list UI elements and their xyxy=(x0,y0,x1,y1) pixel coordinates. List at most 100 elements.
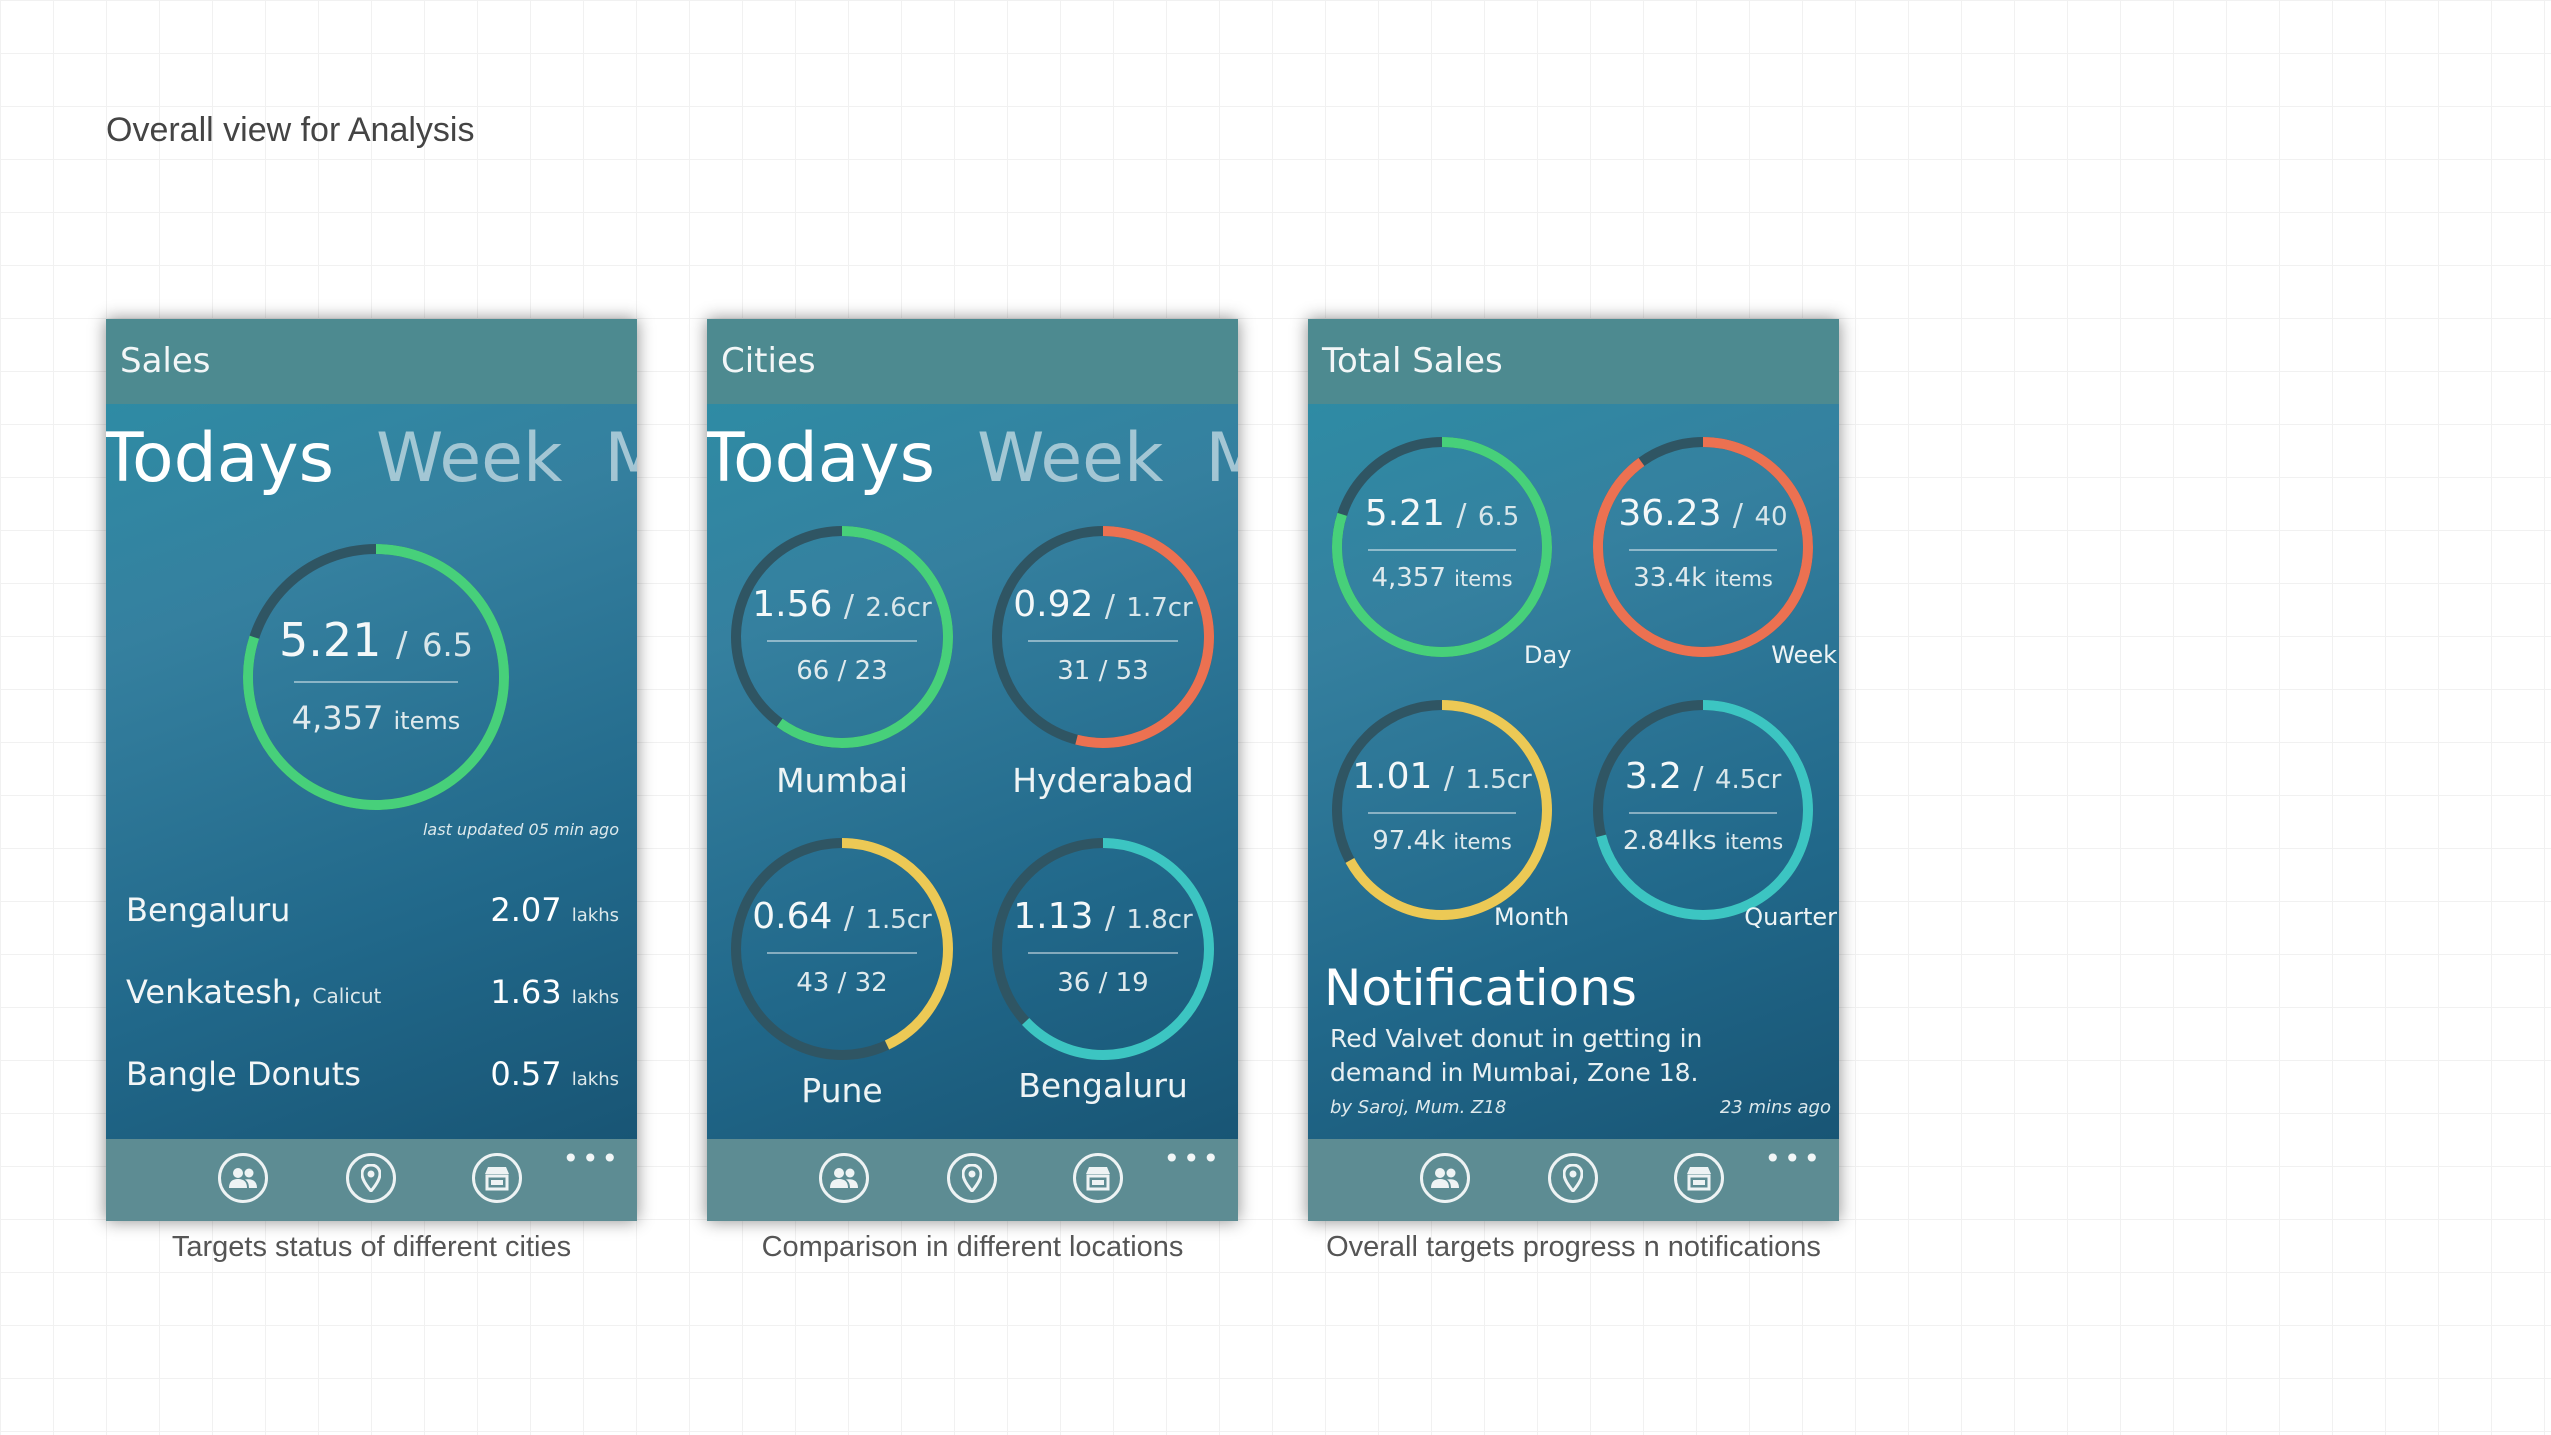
ring-counts: 31 / 53 xyxy=(1057,656,1149,686)
people-icon[interactable] xyxy=(218,1153,268,1203)
store-icon[interactable] xyxy=(472,1153,522,1203)
cities-screen: Cities Todays Week Mo 1.56 / 2.6cr 66 / 23… xyxy=(707,319,1238,1221)
ring-target: 2.6cr xyxy=(865,593,932,623)
ring-chart xyxy=(992,526,1214,748)
ring-value: 5.21 xyxy=(1364,493,1445,534)
screen-title: Sales xyxy=(120,341,211,381)
ring-sep: / xyxy=(1443,761,1454,796)
item-unit: lakhs xyxy=(571,1069,619,1090)
people-icon[interactable] xyxy=(819,1153,869,1203)
ring-value: 1.01 xyxy=(1352,756,1433,797)
ring-progress xyxy=(1593,437,1813,657)
people-icon[interactable] xyxy=(1420,1153,1470,1203)
ring-items-row: 4,357 items xyxy=(238,699,514,737)
store-icon[interactable] xyxy=(1073,1153,1123,1203)
pivot-tabs: Todays Week Mo xyxy=(106,419,637,498)
ring-target: 1.8cr xyxy=(1126,905,1193,935)
ring-chart xyxy=(1332,437,1552,657)
ring-target: 4.5cr xyxy=(1714,765,1782,795)
ring-chart xyxy=(731,526,953,748)
tab-week[interactable]: Week xyxy=(376,419,563,498)
ring-progress xyxy=(731,526,953,748)
ring-divider xyxy=(767,952,917,954)
period-label: Quarter xyxy=(1744,903,1837,931)
ring-value: 5.21 xyxy=(278,613,382,667)
caption-cities: Comparison in different locations xyxy=(761,1231,1184,1263)
more-icon[interactable]: ••• xyxy=(1764,1142,1823,1175)
ring-progress xyxy=(1593,700,1813,920)
period-label: Week xyxy=(1771,641,1837,669)
ring-target: 1.5cr xyxy=(1465,765,1532,795)
sales-screen: Sales Todays Week Mo 5.21 / 6.5 4,357 item… xyxy=(106,319,637,1221)
ring-progress xyxy=(992,526,1214,748)
last-updated: last updated 05 min ago xyxy=(422,820,619,839)
store-icon[interactable] xyxy=(1674,1153,1724,1203)
mumbai-ring[interactable]: 1.56 / 2.6cr 66 / 23 xyxy=(727,522,957,752)
bengaluru-ring[interactable]: 1.13 / 1.8cr 36 / 19 xyxy=(988,834,1218,1064)
notification-message[interactable]: Red Valvet donut in getting in demand in… xyxy=(1330,1024,1703,1087)
period-label: Day xyxy=(1524,641,1572,669)
ring-divider xyxy=(767,640,917,642)
ring-value: 1.56 xyxy=(752,584,833,625)
location-pin-icon[interactable] xyxy=(1548,1153,1598,1203)
ring-items: 2.84lks xyxy=(1622,826,1717,856)
ring-counts: 66 / 23 xyxy=(796,656,888,686)
ring-items-unit: items xyxy=(1454,567,1513,591)
app-bar: ••• xyxy=(1308,1139,1839,1221)
pune-ring[interactable]: 0.64 / 1.5cr 43 / 32 xyxy=(727,834,957,1064)
ring-items-unit: items xyxy=(1724,830,1784,854)
item-name: Bengaluru xyxy=(126,891,291,929)
ring-value: 1.13 xyxy=(1013,896,1094,937)
ring-target: 1.5cr xyxy=(865,905,932,935)
ring-chart xyxy=(1332,700,1552,920)
list-item[interactable]: Venkatesh, Calicut 1.63 lakhs xyxy=(126,973,619,1023)
month-ring[interactable]: 1.01 / 1.5cr 97.4k items xyxy=(1328,696,1556,924)
ring-counts: 43 / 32 xyxy=(796,968,888,998)
ring-divider xyxy=(1028,640,1178,642)
ring-chart xyxy=(1593,700,1813,920)
period-label: Month xyxy=(1494,903,1570,931)
ring-sep: / xyxy=(396,625,408,665)
week-ring[interactable]: 36.23 / 40 33.4k items xyxy=(1589,433,1817,661)
item-name: Bangle Donuts xyxy=(126,1055,361,1093)
location-pin-icon[interactable] xyxy=(947,1153,997,1203)
location-pin-icon[interactable] xyxy=(346,1153,396,1203)
item-sub: Calicut xyxy=(312,984,382,1008)
more-icon[interactable]: ••• xyxy=(1163,1142,1222,1175)
ring-items: 4,357 xyxy=(291,699,384,737)
list-item[interactable]: Bangle Donuts 0.57 lakhs xyxy=(126,1055,619,1105)
total-sales-screen: Total Sales 5.21 / 6.5 4,357 items Day 3… xyxy=(1308,319,1839,1221)
ring-sep: / xyxy=(1104,901,1115,936)
ring-target: 6.5 xyxy=(1477,502,1520,532)
tab-month[interactable]: Mo xyxy=(604,419,637,498)
city-label: Hyderabad xyxy=(1012,761,1194,800)
ring-sep: / xyxy=(1732,498,1744,533)
caption-total-sales: Overall targets progress n notifications xyxy=(1326,1231,1821,1263)
quarter-ring[interactable]: 3.2 / 4.5cr 2.84lks items xyxy=(1589,696,1817,924)
ring-target: 6.5 xyxy=(422,626,474,664)
tab-todays[interactable]: Todays xyxy=(707,419,936,498)
hyderabad-ring[interactable]: 0.92 / 1.7cr 31 / 53 xyxy=(988,522,1218,752)
ring-sep: / xyxy=(843,901,854,936)
ring-divider xyxy=(1368,549,1516,551)
day-ring[interactable]: 5.21 / 6.5 4,357 items xyxy=(1328,433,1556,661)
more-icon[interactable]: ••• xyxy=(562,1142,621,1175)
screen-title: Total Sales xyxy=(1322,341,1503,381)
list-item[interactable]: Bengaluru 2.07 lakhs xyxy=(126,891,619,941)
ring-counts: 36 / 19 xyxy=(1057,968,1149,998)
item-name: Venkatesh, xyxy=(126,973,303,1011)
ring-sep: / xyxy=(843,589,854,624)
tab-todays[interactable]: Todays xyxy=(106,419,335,498)
pivot-tabs: Todays Week Mo xyxy=(707,419,1238,498)
ring-chart xyxy=(992,838,1214,1060)
ring-progress xyxy=(1332,700,1552,920)
ring-items: 4,357 xyxy=(1371,563,1446,593)
city-label: Bengaluru xyxy=(1018,1066,1188,1105)
tab-month[interactable]: Mo xyxy=(1205,419,1238,498)
tab-week[interactable]: Week xyxy=(977,419,1164,498)
sales-progress-ring: 5.21 / 6.5 4,357 items xyxy=(238,539,514,815)
ring-sep: / xyxy=(1456,498,1467,533)
ring-value: 0.92 xyxy=(1013,584,1094,625)
ring-items: 97.4k xyxy=(1372,826,1446,856)
ring-items-unit: items xyxy=(1453,830,1512,854)
